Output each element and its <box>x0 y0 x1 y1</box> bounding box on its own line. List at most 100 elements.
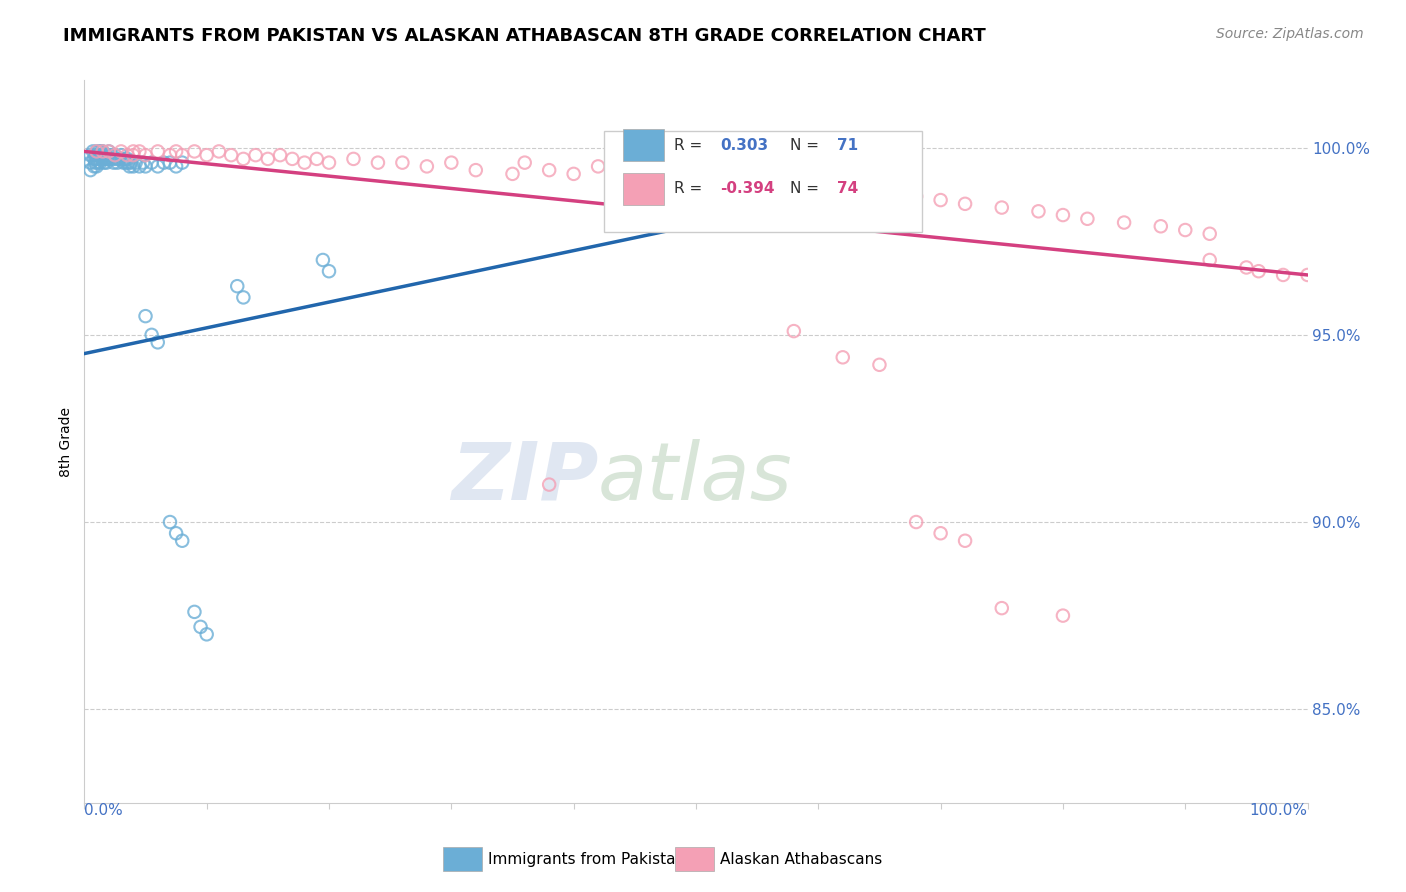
Point <box>115 155 138 169</box>
Point <box>86 152 108 166</box>
Text: 0.303: 0.303 <box>720 137 769 153</box>
Point <box>87 148 110 162</box>
Point <box>172 533 194 548</box>
Point <box>312 252 335 267</box>
Point <box>783 324 806 338</box>
Text: Alaskan Athabascans: Alaskan Athabascans <box>720 852 883 867</box>
Point <box>709 174 731 188</box>
Point <box>416 160 439 174</box>
Point <box>90 145 112 159</box>
Point <box>96 155 118 169</box>
Point <box>122 145 145 159</box>
Point <box>94 152 117 166</box>
Point <box>1052 208 1074 222</box>
Point <box>869 186 891 200</box>
Point <box>538 477 561 491</box>
Point <box>269 148 291 162</box>
Point <box>115 148 138 162</box>
Point <box>104 148 127 162</box>
Point <box>1272 268 1295 282</box>
Point <box>94 148 117 162</box>
Point <box>195 627 218 641</box>
Point <box>685 167 707 181</box>
Point <box>93 152 115 166</box>
Point <box>195 148 218 162</box>
Point <box>183 145 205 159</box>
Point <box>90 152 112 166</box>
Point <box>1247 264 1270 278</box>
Point <box>305 152 328 166</box>
Point <box>831 351 853 365</box>
Text: Source: ZipAtlas.com: Source: ZipAtlas.com <box>1216 27 1364 41</box>
Point <box>513 155 536 169</box>
Point <box>86 145 108 159</box>
Point <box>281 152 304 166</box>
Text: ZIP: ZIP <box>451 439 598 516</box>
Point <box>141 155 163 169</box>
Point <box>905 515 928 529</box>
Point <box>172 155 194 169</box>
Text: R =: R = <box>673 137 707 153</box>
Point <box>538 163 561 178</box>
Text: 100.0%: 100.0% <box>1250 803 1308 818</box>
Point <box>111 152 134 166</box>
Point <box>758 174 780 188</box>
Y-axis label: 8th Grade: 8th Grade <box>59 407 73 476</box>
Point <box>103 155 125 169</box>
Point <box>135 160 157 174</box>
Point <box>991 601 1014 615</box>
Point <box>110 148 132 162</box>
Point <box>1198 252 1220 267</box>
Point <box>146 160 169 174</box>
Point <box>98 152 121 166</box>
Text: 71: 71 <box>837 137 858 153</box>
Point <box>120 155 142 169</box>
Text: N =: N = <box>790 181 824 196</box>
Text: atlas: atlas <box>598 439 793 516</box>
Point <box>1198 227 1220 241</box>
Point <box>831 178 853 193</box>
Text: IMMIGRANTS FROM PAKISTAN VS ALASKAN ATHABASCAN 8TH GRADE CORRELATION CHART: IMMIGRANTS FROM PAKISTAN VS ALASKAN ATHA… <box>63 27 986 45</box>
Point <box>128 145 150 159</box>
Point <box>562 167 585 181</box>
Point <box>232 290 254 304</box>
Point <box>97 145 120 159</box>
Point <box>117 155 139 169</box>
FancyBboxPatch shape <box>605 131 922 232</box>
Point <box>89 155 111 169</box>
Point <box>953 533 976 548</box>
Point <box>661 163 683 178</box>
Point <box>105 155 128 169</box>
Point <box>991 201 1014 215</box>
Point <box>367 155 389 169</box>
Point <box>84 155 107 169</box>
Point <box>624 167 647 181</box>
Point <box>146 335 169 350</box>
Point <box>165 145 187 159</box>
Point <box>159 155 181 169</box>
Point <box>807 182 830 196</box>
Text: N =: N = <box>790 137 824 153</box>
Point <box>118 160 141 174</box>
Point <box>83 152 105 166</box>
Point <box>342 152 364 166</box>
Point <box>219 148 242 162</box>
Point <box>84 148 107 162</box>
Text: 0.0%: 0.0% <box>84 803 124 818</box>
Point <box>79 163 101 178</box>
Point <box>96 148 118 162</box>
Point <box>159 148 181 162</box>
Point <box>87 145 110 159</box>
Point <box>905 189 928 203</box>
Point <box>464 163 486 178</box>
Point <box>172 148 194 162</box>
Point <box>502 167 524 181</box>
Point <box>82 145 104 159</box>
Point <box>87 155 110 169</box>
Point <box>107 152 129 166</box>
Point <box>165 526 187 541</box>
FancyBboxPatch shape <box>675 847 714 871</box>
Text: -0.394: -0.394 <box>720 181 775 196</box>
Point <box>245 148 267 162</box>
Point <box>391 155 413 169</box>
